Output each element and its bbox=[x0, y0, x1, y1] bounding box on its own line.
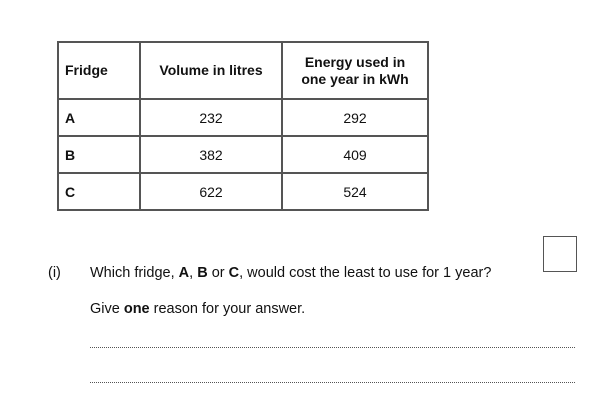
question-text-suffix: , would cost the least to use for 1 year… bbox=[239, 265, 492, 281]
answer-line[interactable] bbox=[90, 382, 575, 383]
answer-line[interactable] bbox=[90, 347, 575, 348]
header-volume: Volume in litres bbox=[139, 41, 283, 100]
question-text-prefix: Which fridge, bbox=[90, 265, 179, 281]
cell-volume: 622 bbox=[139, 172, 283, 211]
cell-energy: 409 bbox=[281, 135, 429, 174]
header-energy-line1: Energy used in bbox=[304, 53, 406, 70]
reason-prompt: Give one reason for your answer. bbox=[90, 301, 305, 317]
option-a: A bbox=[178, 265, 190, 281]
cell-volume: 382 bbox=[139, 135, 283, 174]
question-text: Which fridge, A, B or C, would cost the … bbox=[90, 265, 491, 281]
header-fridge: Fridge bbox=[57, 41, 141, 100]
cell-fridge: C bbox=[57, 172, 141, 211]
cell-fridge: B bbox=[57, 135, 141, 174]
cell-fridge: A bbox=[57, 98, 141, 137]
table-header-row: Fridge Volume in litres Energy used in o… bbox=[57, 41, 429, 100]
question-number: (i) bbox=[48, 265, 61, 281]
cell-energy: 292 bbox=[281, 98, 429, 137]
header-energy-line2: one year in kWh bbox=[301, 70, 409, 87]
answer-box[interactable] bbox=[543, 236, 577, 272]
header-energy: Energy used in one year in kWh bbox=[281, 41, 429, 100]
table-row: B 382 409 bbox=[57, 135, 429, 174]
table-row: C 622 524 bbox=[57, 172, 429, 211]
reason-bold: one bbox=[123, 301, 150, 317]
fridge-table: Fridge Volume in litres Energy used in o… bbox=[57, 41, 429, 211]
reason-prefix: Give bbox=[90, 301, 124, 317]
option-b: B bbox=[197, 265, 208, 281]
reason-suffix: reason for your answer. bbox=[149, 301, 306, 317]
cell-energy: 524 bbox=[281, 172, 429, 211]
table-row: A 232 292 bbox=[57, 98, 429, 137]
question-sep2: or bbox=[207, 265, 229, 281]
cell-volume: 232 bbox=[139, 98, 283, 137]
option-c: C bbox=[228, 265, 240, 281]
question-sep1: , bbox=[189, 265, 198, 281]
